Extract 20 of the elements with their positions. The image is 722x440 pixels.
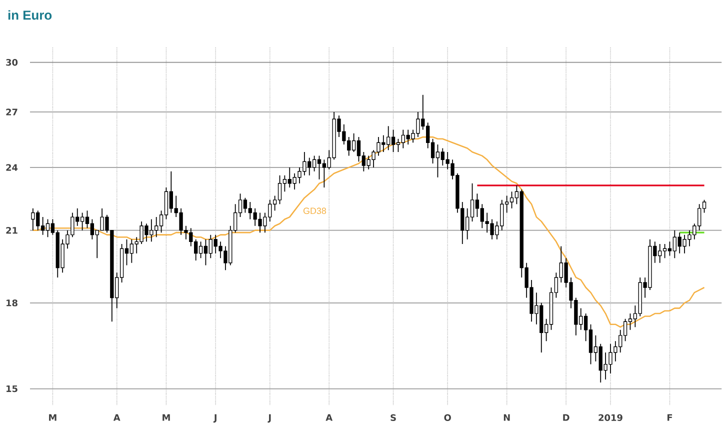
x-tick-label: D	[563, 414, 570, 421]
y-tick-label: 30	[6, 59, 18, 66]
x-tick-label: J	[213, 414, 216, 423]
chart-title: in Euro	[8, 10, 52, 20]
x-tick-label: M	[162, 414, 170, 421]
y-tick-label: 15	[6, 386, 18, 392]
x-tick-label: J	[268, 414, 271, 423]
x-tick-label: S	[390, 414, 396, 422]
series-label: GD38	[303, 208, 326, 214]
x-tick-label: 2019	[598, 414, 622, 422]
x-tick-label: M	[49, 414, 56, 421]
x-tick-label: A	[326, 414, 333, 421]
y-tick-label: 24	[6, 164, 18, 171]
y-tick-label: 27	[6, 108, 18, 116]
x-tick-label: A	[113, 414, 120, 421]
x-tick-label: O	[444, 414, 451, 422]
y-tick-label: 21	[6, 227, 18, 234]
y-tick-label: 18	[6, 300, 18, 306]
x-tick-label: N	[504, 414, 510, 421]
x-tick-label: F	[667, 414, 672, 421]
